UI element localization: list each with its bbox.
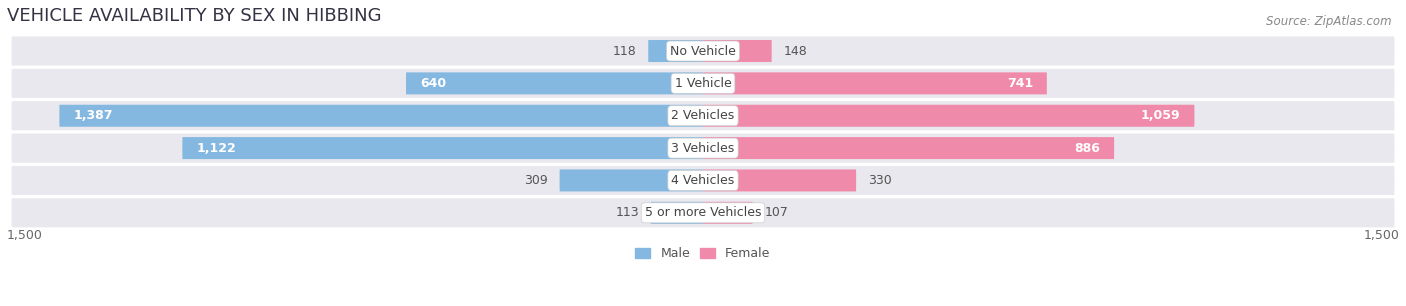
FancyBboxPatch shape xyxy=(11,133,1395,163)
Text: 1,500: 1,500 xyxy=(1364,229,1399,242)
Legend: Male, Female: Male, Female xyxy=(630,242,776,265)
Text: 2 Vehicles: 2 Vehicles xyxy=(672,109,734,122)
Text: 148: 148 xyxy=(783,44,807,58)
FancyBboxPatch shape xyxy=(11,166,1395,195)
Text: 1 Vehicle: 1 Vehicle xyxy=(675,77,731,90)
Text: 107: 107 xyxy=(765,206,789,219)
FancyBboxPatch shape xyxy=(59,105,703,127)
FancyBboxPatch shape xyxy=(703,170,856,192)
Text: 4 Vehicles: 4 Vehicles xyxy=(672,174,734,187)
Text: 309: 309 xyxy=(524,174,548,187)
Text: 3 Vehicles: 3 Vehicles xyxy=(672,142,734,155)
Text: 640: 640 xyxy=(420,77,446,90)
Text: 113: 113 xyxy=(616,206,638,219)
Text: 1,059: 1,059 xyxy=(1140,109,1181,122)
Text: No Vehicle: No Vehicle xyxy=(671,44,735,58)
FancyBboxPatch shape xyxy=(651,202,703,224)
Text: 330: 330 xyxy=(868,174,891,187)
FancyBboxPatch shape xyxy=(703,137,1114,159)
FancyBboxPatch shape xyxy=(560,170,703,192)
Text: 886: 886 xyxy=(1074,142,1101,155)
FancyBboxPatch shape xyxy=(11,69,1395,98)
FancyBboxPatch shape xyxy=(11,36,1395,65)
FancyBboxPatch shape xyxy=(703,202,752,224)
FancyBboxPatch shape xyxy=(11,198,1395,227)
Text: VEHICLE AVAILABILITY BY SEX IN HIBBING: VEHICLE AVAILABILITY BY SEX IN HIBBING xyxy=(7,7,381,25)
FancyBboxPatch shape xyxy=(183,137,703,159)
Text: 118: 118 xyxy=(613,44,637,58)
FancyBboxPatch shape xyxy=(703,40,772,62)
FancyBboxPatch shape xyxy=(648,40,703,62)
FancyBboxPatch shape xyxy=(406,73,703,94)
Text: 1,122: 1,122 xyxy=(197,142,236,155)
Text: 741: 741 xyxy=(1007,77,1033,90)
FancyBboxPatch shape xyxy=(703,73,1047,94)
Text: 1,387: 1,387 xyxy=(73,109,112,122)
Text: 5 or more Vehicles: 5 or more Vehicles xyxy=(645,206,761,219)
Text: Source: ZipAtlas.com: Source: ZipAtlas.com xyxy=(1267,15,1392,28)
FancyBboxPatch shape xyxy=(703,105,1195,127)
Text: 1,500: 1,500 xyxy=(7,229,42,242)
FancyBboxPatch shape xyxy=(11,101,1395,130)
